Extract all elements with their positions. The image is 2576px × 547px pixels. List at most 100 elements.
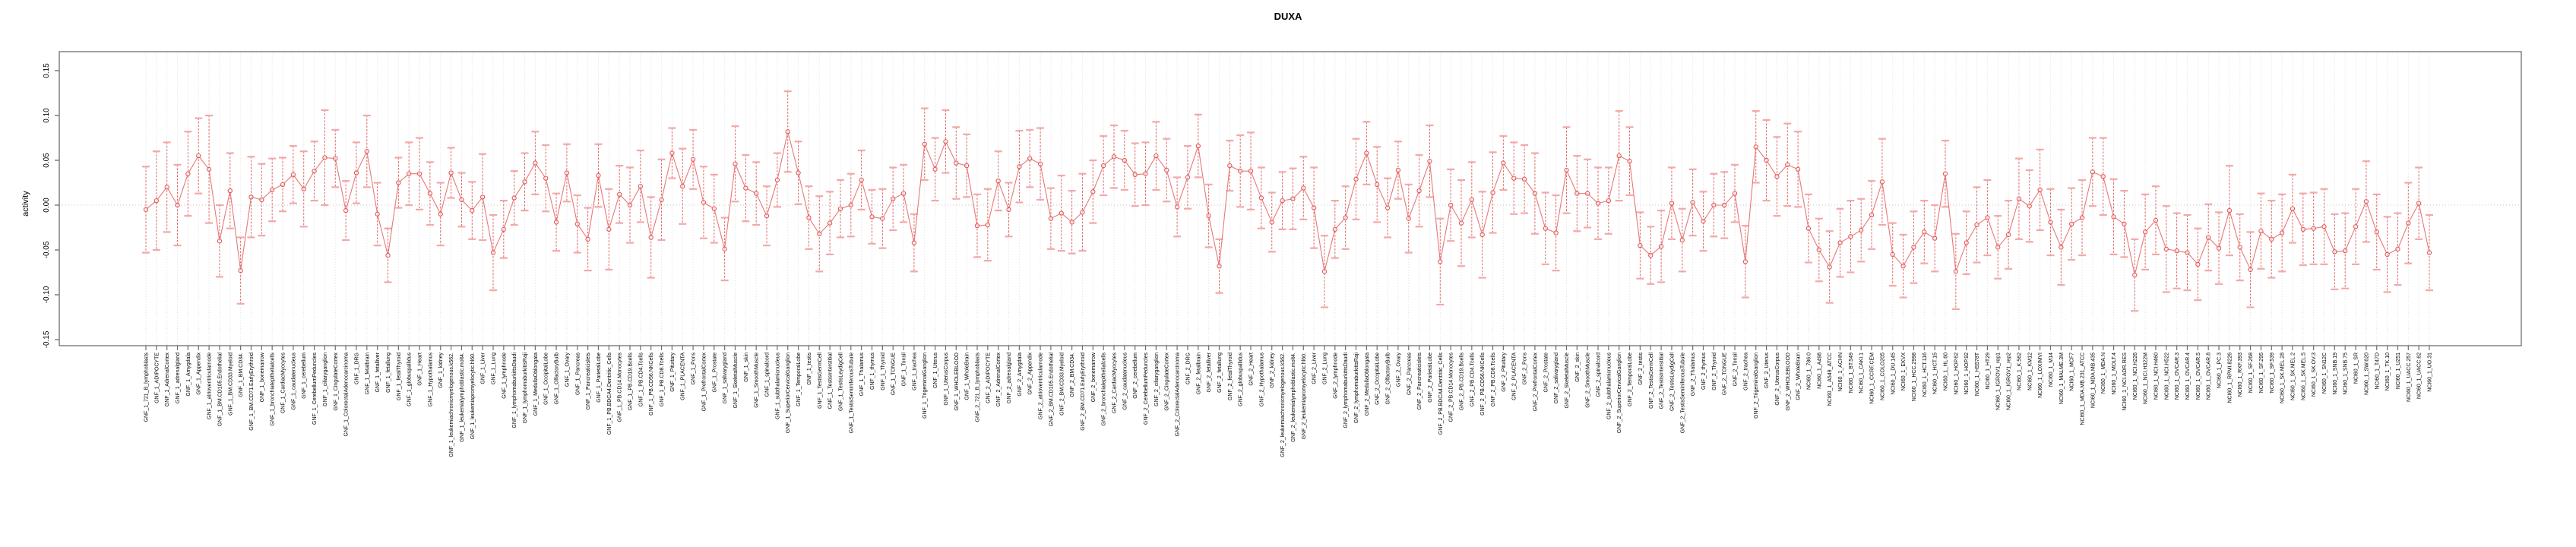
x-category-label: GNF_1_TemporalLobe — [796, 353, 802, 406]
x-category-label: GNF_1_Pancreas — [575, 353, 581, 396]
x-category-label: NCI60_1_NCI.H226 — [2133, 353, 2138, 400]
x-category-label: GNF_1_MedullaOblongata — [533, 353, 539, 416]
data-point — [511, 195, 517, 201]
data-point — [1985, 215, 1990, 220]
x-category-label: GNF_1_Ovary — [565, 353, 570, 387]
x-category-label: GNF_2_Thyroid — [1712, 353, 1717, 390]
series-polyline — [145, 131, 2430, 276]
data-point — [806, 215, 812, 220]
data-point — [312, 169, 317, 174]
data-point — [290, 172, 296, 178]
x-category-label: GNF_2_Liver — [1312, 352, 1318, 384]
x-category-label: NCI60_1_MALME.3M — [2059, 353, 2065, 404]
x-category-label: GNF_1_CardiacMyocytes — [281, 353, 286, 414]
x-category-label: GNF_2_BM.CD33.Myeloid — [1059, 353, 1065, 416]
data-point — [2216, 245, 2222, 251]
x-category-label: NCI60_1_IGROV1_rep1 — [1996, 353, 2002, 410]
data-point — [385, 252, 391, 258]
data-point — [1438, 259, 1443, 264]
x-category-label: GNF_1_leukemiapromyelocytic.hl60. — [470, 353, 476, 439]
x-category-label: GNF_1_721_B_lymphoblasts — [144, 353, 150, 422]
data-point — [1511, 175, 1517, 181]
x-category-label: GNF_1_skin — [744, 353, 749, 382]
data-point — [1479, 232, 1485, 238]
x-category-label: GNF_2_SuperiorCervicalGanglion — [1617, 353, 1622, 433]
y-tick-label: -0.10 — [43, 286, 51, 303]
data-point — [438, 211, 443, 217]
data-point — [2122, 221, 2127, 226]
data-point — [375, 211, 380, 217]
data-point — [1543, 226, 1548, 231]
x-category-label: GNF_1_atrioventricularnode — [207, 353, 213, 419]
x-category-label: GNF_1_lymphomaburkittsRaji — [523, 353, 528, 424]
x-category-label: NCI60_1_OVCAR.4 — [2185, 353, 2191, 400]
data-point — [817, 231, 822, 236]
data-point — [396, 180, 401, 185]
x-category-label: GNF_2_Prostate — [1543, 353, 1549, 393]
data-point — [1679, 237, 1685, 243]
x-category-label: NCI60_1_A549_ATCC — [1828, 353, 1833, 406]
data-point — [2005, 232, 2011, 238]
x-category-label: GNF_1_TestisSeminiferousTubule — [849, 353, 854, 433]
data-point — [701, 200, 707, 205]
data-point — [943, 139, 948, 144]
x-category-label: NCI60_1_HS578T — [1975, 352, 1980, 396]
data-point — [1206, 213, 1211, 219]
x-category-label: GNF_1_WholeBrain — [965, 353, 970, 400]
x-category-label: GNF_2_kidney — [1270, 353, 1275, 388]
x-category-label: GNF_1_SuperiorCervicalGanglion — [786, 353, 791, 433]
data-point — [2111, 214, 2116, 220]
x-category-label: GNF_1_ParietalLobe — [597, 353, 602, 403]
data-point — [364, 149, 369, 154]
x-category-label: GNF_1_Lung — [491, 353, 496, 384]
x-category-label: GNF_2_PB.CD8.Tcells — [1491, 353, 1496, 407]
x-category-label: GNF_1_Prostate — [712, 353, 717, 393]
x-category-label: NCI60_1_OVCAR.3 — [2175, 353, 2180, 400]
x-category-label: GNF_2_TestisInterstitial — [1660, 353, 1665, 409]
x-category-label: GNF_2_ADIPOCYTE — [986, 353, 991, 403]
data-point — [185, 171, 191, 176]
x-category-label: GNF_1_thymus — [870, 353, 875, 390]
x-category-label: NCI60_1_SK.MEL.2 — [2290, 353, 2296, 400]
data-point — [206, 166, 212, 172]
x-category-label: GNF_1_Hypothalamus — [428, 353, 433, 407]
x-category-label: NCI60_1_ACHN — [1838, 353, 1843, 391]
x-category-label: GNF_1_SkeletalMuscle — [733, 353, 739, 409]
data-point — [1080, 210, 1085, 215]
x-category-label: GNF_1_BM.CD34. — [239, 353, 244, 397]
x-category-label: GNF_1_WHOLEBLOOD — [954, 353, 960, 411]
data-point — [2142, 229, 2148, 235]
data-point — [470, 207, 475, 213]
data-point — [985, 222, 990, 228]
x-category-label: NCI60_1_A498 — [1817, 353, 1822, 389]
data-point — [2037, 187, 2043, 193]
x-category-label: GNF_1_bonemarrow — [260, 352, 265, 402]
data-point — [1753, 144, 1758, 150]
x-category-label: NCI60_1_NCI.H460 — [2154, 353, 2159, 400]
x-category-label: GNF_1_CerebellumPeduncles — [312, 353, 318, 425]
x-category-label: NCI60_1_SW.620 — [2364, 353, 2369, 395]
x-category-label: GNF_2_721_B_lymphoblasts — [975, 353, 980, 422]
data-point — [1805, 226, 1812, 231]
x-category-label: NCI60_1_OVCAR.8 — [2207, 353, 2212, 400]
data-point — [733, 161, 738, 166]
data-point — [1037, 161, 1043, 166]
data-point — [2237, 245, 2242, 250]
x-category-label: GNF_1_fetalliver — [375, 352, 381, 392]
data-point — [1900, 264, 1906, 269]
x-category-label: GNF_2_ColorectalAdenocarcinoma — [1176, 353, 1181, 437]
data-point — [1164, 167, 1169, 173]
data-point — [2248, 267, 2253, 273]
x-category-label: GNF_1_Tonsil — [902, 353, 907, 387]
x-category-label: NCI60_1_HOP.62 — [1954, 353, 1959, 395]
data-point — [1922, 229, 1927, 235]
x-category-label: GNF_1_OlfactoryBulb — [555, 353, 560, 405]
x-category-label: GNF_2_ciliaryganglion — [1154, 353, 1160, 406]
x-category-label: GNF_1_BM.CD33.Myeloid — [228, 353, 233, 416]
data-point — [2174, 248, 2179, 254]
x-category-label: GNF_1_fetalThyroid — [397, 353, 402, 400]
data-point — [2258, 229, 2264, 234]
x-category-label: GNF_2_BM.CD105.Endothelial — [1049, 353, 1054, 427]
x-category-label: NCI60_1_NCI.H522 — [2164, 353, 2169, 400]
data-point — [1690, 200, 1695, 205]
